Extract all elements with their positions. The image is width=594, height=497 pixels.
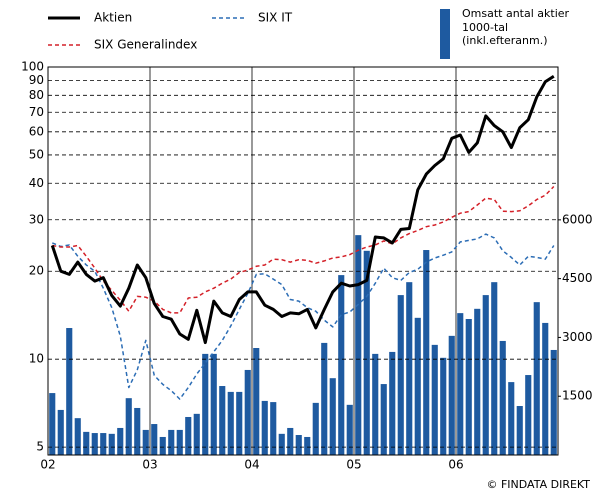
x-tick-label: 06 (448, 458, 463, 472)
legend-swatch (440, 9, 450, 59)
volume-bar (159, 436, 166, 455)
volume-bar (287, 427, 294, 455)
volume-bar (142, 429, 149, 455)
x-tick-label: 02 (40, 458, 55, 472)
volume-bar (261, 400, 268, 455)
volume-bar (270, 402, 277, 455)
legend-label: SIX IT (258, 11, 293, 25)
volume-bar (151, 424, 158, 455)
volume-bar (491, 282, 498, 455)
volume-bar (525, 375, 532, 455)
x-tick-label: 04 (244, 458, 259, 472)
volume-bar (57, 409, 64, 455)
volume-bar (542, 322, 549, 455)
volume-bar (474, 308, 481, 455)
volume-bar (83, 431, 90, 455)
volume-bar (168, 429, 175, 455)
volume-bar (448, 335, 455, 455)
y-tick-label: 100 (21, 60, 44, 74)
volume-bar (125, 398, 132, 455)
volume-bar (202, 353, 209, 455)
volume-bar (100, 433, 107, 455)
volume-bar (346, 404, 353, 455)
series-line (52, 185, 555, 314)
volume-bar (108, 433, 115, 455)
volume-bar (397, 295, 404, 455)
volume-bar (253, 348, 260, 455)
y2-tick-label: 6000 (562, 212, 593, 226)
volume-bar (312, 402, 319, 455)
volume-bar (278, 433, 285, 455)
volume-bar (321, 342, 328, 455)
y-tick-label: 30 (29, 212, 44, 226)
y-tick-label: 40 (29, 176, 44, 190)
volume-bar (533, 302, 540, 455)
volume-bar (457, 313, 464, 455)
volume-bar (210, 353, 217, 455)
volume-bar (380, 384, 387, 455)
y-tick-label: 70 (29, 105, 44, 119)
x-tick-label: 03 (142, 458, 157, 472)
volume-bar (244, 369, 251, 455)
volume-bar (74, 418, 81, 455)
volume-bar (329, 378, 336, 455)
source: © FINDATA DIREKT (486, 478, 590, 491)
volume-bar (176, 429, 183, 455)
y-tick-label: 10 (29, 352, 44, 366)
volume-bar (66, 328, 73, 455)
volume-bar (236, 391, 243, 455)
y-tick-label: 5 (36, 440, 44, 454)
volume-bar (516, 406, 523, 455)
y-tick-label: 20 (29, 264, 44, 278)
volume-bar (227, 391, 234, 455)
legend-label: Omsatt antal aktier (462, 7, 570, 20)
volume-bar (508, 382, 515, 455)
volume-bar (406, 282, 413, 455)
volume-bar (389, 351, 396, 455)
volume-bar (355, 235, 362, 455)
volume-bar (363, 250, 370, 455)
legend-label: SIX Generalindex (94, 38, 197, 52)
volume-bar (423, 250, 430, 455)
series-line (50, 74, 555, 345)
volume-bar (117, 427, 124, 455)
volume-bar (465, 319, 472, 455)
volume-bar (499, 340, 506, 455)
volume-bar (219, 386, 226, 455)
y-tick-label: 60 (29, 124, 44, 138)
y2-tick-label: 1500 (562, 389, 593, 403)
series-line (52, 233, 555, 400)
legend-note: 1000-tal (462, 21, 508, 34)
y-tick-label: 90 (29, 73, 44, 87)
volume-bar (372, 353, 379, 455)
plot-frame (47, 66, 559, 456)
volume-bar (414, 317, 421, 455)
y-tick-label: 50 (29, 147, 44, 161)
y2-tick-label: 3000 (562, 330, 593, 344)
volume-bar (440, 357, 447, 455)
volume-bar (304, 436, 311, 455)
legend-label: Aktien (94, 11, 132, 25)
volume-bar (91, 433, 98, 455)
x-tick-label: 05 (346, 458, 361, 472)
volume-bar (550, 349, 557, 455)
volume-bar (49, 393, 56, 455)
volume-bar (134, 407, 141, 455)
volume-bar (193, 413, 200, 455)
legend-note: (inkl.efteranm.) (462, 34, 548, 47)
volume-bar (482, 295, 489, 455)
volume-bar (431, 344, 438, 455)
volume-bar (185, 416, 192, 455)
volume-bar (295, 435, 302, 455)
y-tick-label: 80 (29, 88, 44, 102)
y2-tick-label: 4500 (562, 271, 593, 285)
volume-bar (338, 275, 345, 455)
